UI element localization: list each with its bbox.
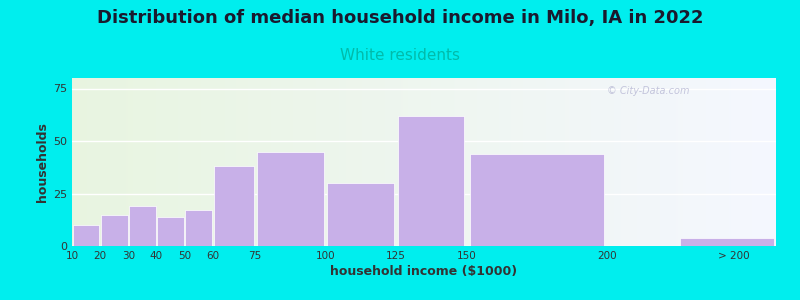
Bar xyxy=(157,217,184,246)
Y-axis label: households: households xyxy=(36,122,49,202)
Text: Distribution of median household income in Milo, IA in 2022: Distribution of median household income … xyxy=(97,9,703,27)
Text: © City-Data.com: © City-Data.com xyxy=(607,86,690,96)
Bar xyxy=(257,152,324,246)
Bar xyxy=(398,116,465,246)
Bar xyxy=(73,225,99,246)
X-axis label: household income ($1000): household income ($1000) xyxy=(330,265,518,278)
Bar xyxy=(129,206,156,246)
Bar xyxy=(186,210,212,246)
Bar xyxy=(470,154,603,246)
Bar xyxy=(680,238,774,246)
Bar xyxy=(101,214,128,246)
Bar xyxy=(327,183,394,246)
Bar xyxy=(214,166,254,246)
Text: White residents: White residents xyxy=(340,48,460,63)
